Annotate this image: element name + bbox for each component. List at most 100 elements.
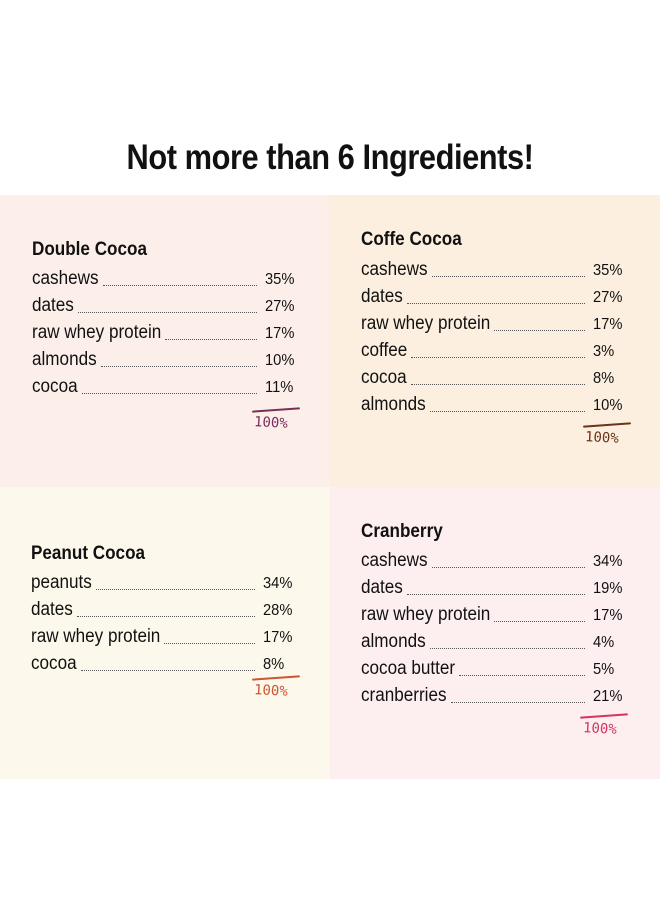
ingredient-percent: 27% xyxy=(265,298,295,315)
ingredient-row-coffee: coffee 3% xyxy=(361,339,633,366)
ingredient-percent: 28% xyxy=(263,602,293,619)
leader-dots xyxy=(406,303,585,304)
ingredient-row-cocoa-butter: cocoa butter 5% xyxy=(361,657,633,684)
ingredient-row-cranberries: cranberries 21% xyxy=(361,684,633,711)
ingredient-row-cocoa: cocoa 11% xyxy=(32,375,305,402)
total-underline xyxy=(251,407,301,413)
leader-dots xyxy=(429,411,585,412)
leader-dots xyxy=(100,366,257,367)
ingredient-row-dates: dates 19% xyxy=(361,576,633,603)
ingredient-row-peanuts: peanuts 34% xyxy=(31,571,303,598)
leader-dots xyxy=(81,393,257,394)
ingredient-percent: 35% xyxy=(593,262,623,279)
ingredient-row-dates: dates 27% xyxy=(361,285,633,312)
ingredient-percent: 8% xyxy=(263,656,285,673)
ingredient-row-dates: dates 28% xyxy=(31,598,303,625)
product-card-peanut-cocoa: Peanut Cocoa peanuts 34% dates 28% raw whey p… xyxy=(0,487,330,779)
leader-dots xyxy=(102,285,257,286)
total-percent: 100% xyxy=(584,429,620,447)
ingredient-row-cashews: cashews 34% xyxy=(361,549,633,576)
product-card-cranberry: Cranberry cashews 34% dates 19% raw whey prot… xyxy=(330,487,660,779)
ingredient-percent: 10% xyxy=(593,397,623,414)
ingredient-row-raw-whey-protein: raw whey protein 17% xyxy=(361,603,633,630)
product-name: Cranberry xyxy=(361,521,443,542)
ingredient-percent: 17% xyxy=(265,325,295,342)
ingredient-name: cocoa xyxy=(31,653,77,674)
product-card-coffe-cocoa: Coffe Cocoa cashews 35% dates 27% raw whey pr… xyxy=(330,195,660,487)
ingredient-percent: 10% xyxy=(265,352,295,369)
ingredient-percent: 3% xyxy=(593,343,615,360)
ingredient-name: cocoa xyxy=(32,376,78,397)
ingredient-percent: 17% xyxy=(263,629,293,646)
leader-dots xyxy=(76,616,255,617)
ingredient-name: dates xyxy=(31,599,73,620)
leader-dots xyxy=(410,384,585,385)
leader-dots xyxy=(165,339,257,340)
ingredient-percent: 35% xyxy=(265,271,295,288)
leader-dots xyxy=(494,621,585,622)
ingredient-percent: 34% xyxy=(263,575,293,592)
leader-dots xyxy=(431,567,585,568)
ingredient-row-raw-whey-protein: raw whey protein 17% xyxy=(361,312,633,339)
ingredient-row-cashews: cashews 35% xyxy=(32,267,305,294)
product-name: Double Cocoa xyxy=(32,239,147,260)
ingredient-percent: 5% xyxy=(593,661,615,678)
ingredient-percent: 17% xyxy=(593,316,623,333)
total-underline xyxy=(579,713,629,719)
ingredient-name: peanuts xyxy=(31,572,92,593)
ingredient-name: raw whey protein xyxy=(32,322,162,343)
total-percent: 100% xyxy=(253,682,289,700)
ingredient-name: dates xyxy=(361,286,403,307)
ingredient-name: cashews xyxy=(361,259,428,280)
leader-dots xyxy=(77,312,257,313)
leader-dots xyxy=(95,589,255,590)
leader-dots xyxy=(164,643,255,644)
ingredient-name: cocoa butter xyxy=(361,658,456,679)
ingredient-name: raw whey protein xyxy=(361,313,491,334)
leader-dots xyxy=(80,670,255,671)
leader-dots xyxy=(406,594,585,595)
ingredient-name: almonds xyxy=(32,349,97,370)
product-name: Coffe Cocoa xyxy=(361,229,462,250)
ingredient-name: dates xyxy=(32,295,74,316)
leader-dots xyxy=(450,702,585,703)
product-card-double-cocoa: Double Cocoa cashews 35% dates 27% raw whey p… xyxy=(0,195,330,487)
product-name: Peanut Cocoa xyxy=(31,543,146,564)
ingredient-row-dates: dates 27% xyxy=(32,294,305,321)
ingredient-name: cashews xyxy=(32,268,99,289)
ingredient-name: coffee xyxy=(361,340,408,361)
total-percent: 100% xyxy=(253,414,289,432)
ingredient-row-raw-whey-protein: raw whey protein 17% xyxy=(32,321,305,348)
ingredient-percent: 34% xyxy=(593,553,623,570)
ingredient-row-almonds: almonds 10% xyxy=(32,348,305,375)
ingredient-name: almonds xyxy=(361,394,426,415)
page-title: Not more than 6 Ingredients! xyxy=(126,138,534,177)
ingredient-percent: 27% xyxy=(593,289,623,306)
ingredient-percent: 19% xyxy=(593,580,623,597)
ingredient-row-cashews: cashews 35% xyxy=(361,258,633,285)
leader-dots xyxy=(429,648,585,649)
ingredient-row-almonds: almonds 4% xyxy=(361,630,633,657)
ingredient-percent: 21% xyxy=(593,688,623,705)
ingredient-row-cocoa: cocoa 8% xyxy=(31,652,303,679)
leader-dots xyxy=(411,357,585,358)
ingredient-percent: 17% xyxy=(593,607,623,624)
ingredient-name: raw whey protein xyxy=(361,604,491,625)
total-percent: 100% xyxy=(582,720,618,738)
ingredient-name: cranberries xyxy=(361,685,447,706)
ingredient-name: dates xyxy=(361,577,403,598)
total-underline xyxy=(582,422,632,428)
ingredient-name: cashews xyxy=(361,550,428,571)
ingredient-percent: 11% xyxy=(265,379,294,396)
ingredient-percent: 4% xyxy=(593,634,615,651)
ingredient-name: almonds xyxy=(361,631,426,652)
ingredient-row-almonds: almonds 10% xyxy=(361,393,633,420)
leader-dots xyxy=(431,276,585,277)
ingredient-row-cocoa: cocoa 8% xyxy=(361,366,633,393)
leader-dots xyxy=(459,675,585,676)
ingredient-name: cocoa xyxy=(361,367,407,388)
ingredient-name: raw whey protein xyxy=(31,626,161,647)
leader-dots xyxy=(494,330,585,331)
ingredient-percent: 8% xyxy=(593,370,615,387)
ingredient-row-raw-whey-protein: raw whey protein 17% xyxy=(31,625,303,652)
